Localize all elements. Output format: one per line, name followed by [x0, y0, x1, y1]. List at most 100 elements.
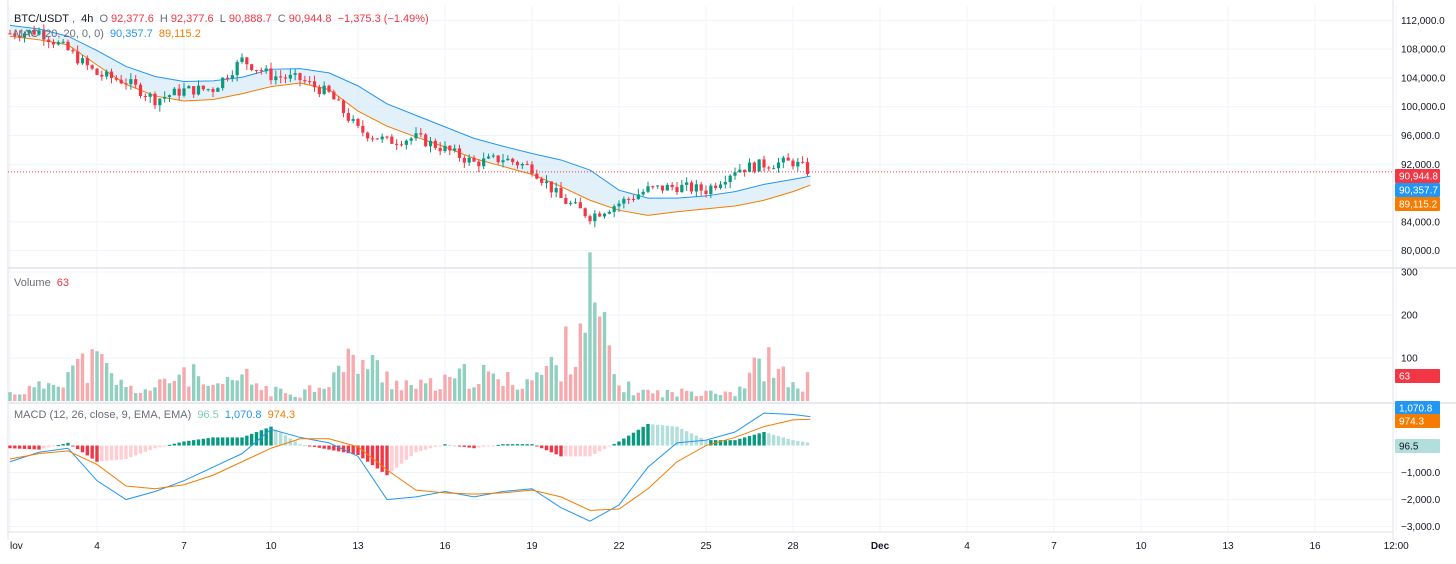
- macd-hist-bar: [689, 433, 694, 446]
- volume-bar: [153, 387, 157, 401]
- macd-hist-bar: [448, 444, 452, 446]
- macd-hist-bar: [597, 445, 602, 452]
- volume-bar: [612, 374, 616, 401]
- symbol-name: BTC/USDT: [14, 13, 69, 25]
- volume-bar: [791, 382, 795, 401]
- candle-body: [148, 93, 152, 97]
- macd-hist-bar: [578, 445, 583, 457]
- macd-hist-bar: [791, 440, 795, 446]
- volume-bar: [109, 373, 114, 401]
- macd-hist-bar: [544, 445, 549, 451]
- open-value: 92,377.6: [111, 13, 154, 25]
- volume-bar: [119, 379, 123, 401]
- volume-bar: [472, 387, 476, 401]
- candle-body: [805, 162, 810, 174]
- macd-hist-bar: [660, 425, 665, 446]
- macd-hist-bar: [651, 424, 655, 446]
- candle-body: [660, 185, 665, 191]
- volume-bar: [771, 377, 776, 401]
- macd-hist-bar: [539, 445, 544, 449]
- volume-bar: [796, 388, 800, 401]
- macd-hist-bar: [216, 437, 220, 446]
- volume-bar: [805, 372, 810, 401]
- macd-hist-bar: [124, 445, 128, 460]
- volume-bar: [448, 376, 452, 401]
- volume-bar: [467, 388, 471, 401]
- volume-bar: [617, 385, 621, 401]
- candle-body: [530, 164, 534, 174]
- macd-hist-bar: [380, 445, 384, 472]
- candle-body: [216, 88, 220, 92]
- candle-body: [380, 136, 384, 140]
- time-tick-label: 16: [439, 541, 451, 552]
- candle-body: [279, 76, 283, 78]
- candle-body: [361, 125, 365, 133]
- volume-bar: [13, 394, 17, 401]
- macd-hist-bar: [520, 444, 525, 446]
- candle-body: [651, 186, 655, 188]
- volume-bar: [515, 389, 520, 401]
- candle-body: [163, 96, 167, 99]
- macd-hist-bar: [786, 438, 790, 446]
- volume-bar: [583, 332, 587, 401]
- macd-hist-bar: [549, 445, 554, 453]
- macd-hist-bar: [254, 432, 259, 446]
- macd-hist-bar: [71, 445, 75, 447]
- macd-hist-bar: [665, 425, 670, 446]
- candle-body: [424, 134, 428, 147]
- time-tick-label: lov: [10, 541, 23, 552]
- macd-hist-bar: [612, 443, 616, 446]
- macd-hist-bar: [510, 444, 515, 446]
- volume-bar: [738, 386, 742, 401]
- volume-bar: [525, 379, 529, 401]
- volume-bar: [544, 365, 549, 401]
- candle-body: [453, 148, 457, 151]
- macd-hist-bar: [680, 428, 684, 446]
- candle-body: [172, 88, 176, 96]
- macd-hist-bar: [796, 440, 800, 446]
- volume-bar: [428, 378, 433, 401]
- volume-bar: [655, 390, 660, 401]
- volume-bar: [104, 362, 109, 401]
- time-tick-label: 25: [700, 541, 712, 552]
- candle-body: [293, 73, 297, 75]
- volume-bar: [90, 349, 94, 401]
- mac-lower-badge: 89,115.2: [1399, 200, 1438, 211]
- candle-body: [801, 161, 805, 163]
- mac-legend[interactable]: MAC (20, 20, 0, 0) 90,357.7 89,115.2: [14, 28, 204, 41]
- candle-body: [554, 187, 558, 193]
- candle-body: [506, 158, 510, 161]
- candle-body: [235, 62, 239, 76]
- volume-bar: [631, 395, 636, 401]
- candle-body: [254, 70, 259, 72]
- macd-signal-value: 974.3: [267, 409, 296, 421]
- candle-body: [772, 168, 776, 170]
- candle-body: [327, 85, 331, 92]
- volume-bar: [723, 391, 728, 401]
- macd-hist-bar: [636, 429, 641, 446]
- candle-body: [448, 145, 452, 151]
- volume-bar: [307, 385, 312, 401]
- macd-hist-bar: [303, 445, 307, 447]
- volume-tick-label: 100: [1401, 354, 1418, 365]
- macd-hist-bar: [274, 429, 278, 446]
- volume-bar: [138, 392, 143, 401]
- volume-bar: [158, 379, 162, 401]
- macd-hist-badge: 96.5: [1399, 442, 1419, 453]
- volume-bar: [254, 383, 259, 401]
- candle-body: [192, 86, 196, 95]
- macd-hist-bar: [206, 438, 210, 446]
- candle-body: [588, 216, 592, 222]
- volume-bar: [278, 388, 283, 401]
- candle-body: [477, 161, 481, 167]
- volume-bar: [361, 360, 365, 401]
- macd-legend[interactable]: MACD (12, 26, close, 9, EMA, EMA) 96.5 1…: [14, 409, 298, 422]
- macd-hist-bar: [506, 444, 510, 446]
- macd-hist-bar: [655, 424, 660, 446]
- candle-body: [627, 198, 631, 200]
- candle-body: [641, 191, 645, 195]
- volume-bar: [564, 326, 568, 401]
- volume-legend[interactable]: Volume 63: [14, 277, 72, 290]
- volume-bar: [187, 386, 191, 401]
